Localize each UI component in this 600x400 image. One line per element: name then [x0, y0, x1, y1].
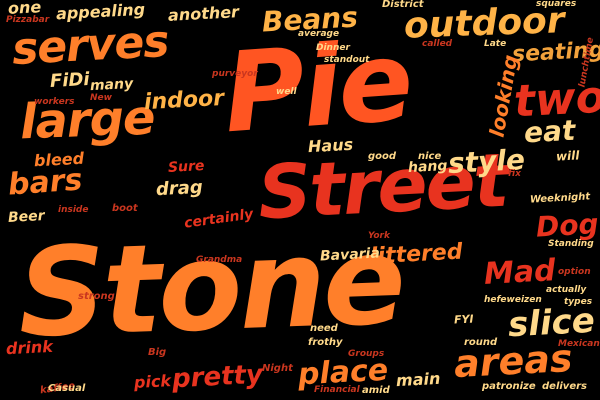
word-dinner: Dinner	[316, 43, 350, 53]
word-fix: fix	[508, 169, 521, 179]
word-nice: nice	[418, 151, 442, 162]
word-inside: inside	[58, 205, 89, 215]
word-bars: bars	[6, 162, 84, 203]
word-late: Late	[484, 39, 507, 49]
word-big: Big	[148, 347, 167, 358]
word-new: New	[90, 93, 112, 103]
word-appealing: appealing	[55, 0, 146, 24]
word-drag: drag	[155, 176, 204, 201]
word-casual: Casual	[48, 383, 86, 394]
word-pick: pick	[133, 371, 172, 392]
word-main: main	[395, 368, 441, 391]
word-delivers: delivers	[542, 381, 587, 392]
word-well: well	[276, 87, 297, 97]
word-boot: boot	[112, 203, 138, 214]
word-round: round	[464, 337, 498, 348]
word-littered: littered	[369, 239, 464, 270]
word-weeknight: Weeknight	[529, 191, 591, 206]
word-patronize: patronize	[482, 381, 536, 392]
word-pizzabar: Pizzabar	[6, 15, 50, 25]
word-dog: Dog	[535, 207, 600, 244]
word-squares: squares	[536, 0, 577, 9]
word-drink: drink	[5, 336, 54, 359]
word-eat: eat	[523, 113, 577, 150]
word-sure: Sure	[167, 158, 205, 176]
word-groups: Groups	[348, 349, 385, 359]
word-need: need	[310, 323, 338, 334]
word-frothy: frothy	[308, 337, 343, 348]
word-another: another	[167, 2, 240, 25]
word-pretty: pretty	[171, 359, 264, 395]
word-average: average	[298, 29, 340, 39]
word-district: District	[382, 0, 424, 10]
word-bleed: bleed	[33, 148, 85, 171]
word-types: types	[564, 297, 593, 307]
word-option: option	[558, 267, 591, 277]
word-haus: Haus	[307, 134, 354, 157]
word-many: many	[89, 75, 134, 95]
word-fidi: FiDi	[49, 68, 91, 93]
word-amid: amid	[362, 385, 390, 396]
word-fyi: FYI	[453, 312, 474, 327]
word-called: called	[422, 39, 453, 49]
word-mexican: Mexican	[558, 339, 600, 349]
word-will: will	[555, 148, 580, 164]
word-standout: standout	[324, 55, 370, 65]
word-good: good	[368, 151, 397, 162]
word-beer: Beer	[7, 208, 45, 226]
word-actually: actually	[546, 285, 587, 295]
word-purveyor: purveyor	[212, 69, 258, 79]
word-serves: serves	[10, 15, 170, 76]
word-grandma: Grandma	[196, 255, 243, 265]
word-standing: Standing	[548, 239, 594, 249]
word-stone: Stone	[15, 209, 405, 365]
word-workers: workers	[34, 97, 75, 107]
word-night: Night	[262, 363, 293, 374]
word-indoor: indoor	[143, 85, 225, 116]
word-financial: Financial	[314, 385, 360, 395]
word-york: York	[368, 231, 390, 241]
word-bavaria: Bavaria	[319, 245, 381, 265]
word-strong: strong	[78, 291, 115, 302]
word-hefeweizen: hefeweizen	[484, 295, 542, 305]
